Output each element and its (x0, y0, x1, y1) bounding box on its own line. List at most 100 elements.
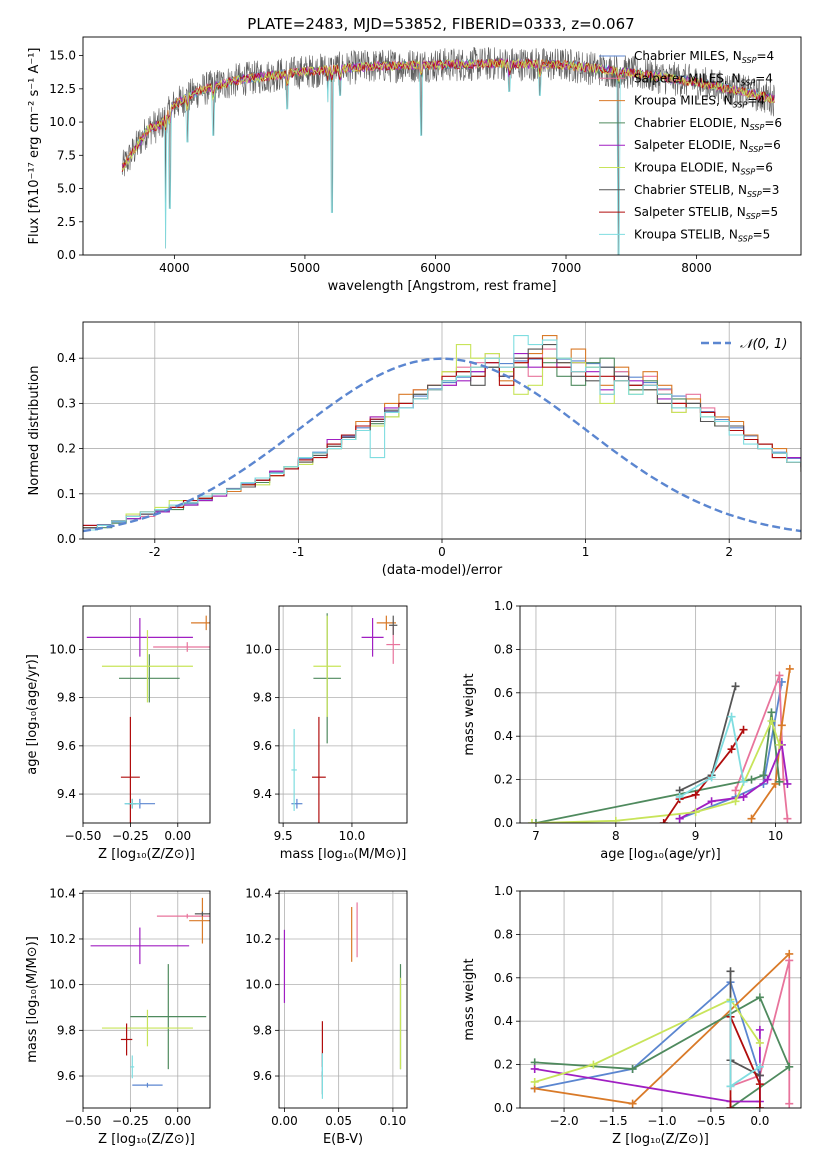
weight-marker (755, 1104, 764, 1108)
legend-label: Salpeter STELIB, N (634, 205, 746, 219)
weight-marker (747, 814, 756, 823)
legend-subscript: SSP (746, 212, 761, 221)
errorbar-point (389, 615, 398, 635)
y-tick-label: 9.6 (253, 1069, 272, 1083)
weight-marker (726, 967, 735, 976)
x-tick-label: −1.5 (598, 1114, 627, 1128)
y-tick-label: 2.5 (57, 215, 76, 229)
x-axis-label: mass [log₁₀(M/M⊙)] (280, 847, 407, 862)
weight-marker (777, 721, 786, 730)
weight-marker (755, 1038, 764, 1047)
x-tick-label: 0.00 (271, 1114, 298, 1128)
x-axis-label: E(B-V) (323, 1132, 363, 1147)
weight-marker (755, 1080, 764, 1089)
x-tick-label: 7000 (551, 261, 582, 275)
errorbar-point (156, 913, 210, 919)
weight-marker (755, 1025, 764, 1034)
x-tick-label: −2.0 (549, 1114, 578, 1128)
weight-marker (747, 775, 756, 784)
errorbar-point (101, 630, 193, 703)
x-tick-label: 4000 (159, 261, 190, 275)
x-tick-label: 0.00 (164, 1114, 191, 1128)
weight-line (679, 716, 745, 798)
y-tick-label: 9.6 (253, 739, 272, 753)
y-axis-label: age [log₁₀(age/yr)] (25, 654, 40, 775)
x-tick-label: 8 (612, 829, 620, 843)
weight-marker (628, 1099, 637, 1108)
weight-marker (707, 773, 716, 782)
x-tick-label: 0.00 (164, 829, 191, 843)
weight-marker (755, 1071, 764, 1080)
weight-line (534, 996, 791, 1108)
errorbar-point (101, 1009, 193, 1047)
spectrum-axes: 4000 5000 6000 7000 8000 0.0 2.5 5.0 7.5 10.0 12.5… (27, 48, 712, 295)
x-tick-label: 0.05 (325, 1114, 352, 1128)
x-axis-label: Z [log₁₀(Z/Z⊙)] (612, 1132, 709, 1147)
legend-tail: =6 (763, 138, 781, 152)
y-tick-label: 12.5 (49, 82, 76, 96)
x-tick-label: 10.0 (339, 829, 366, 843)
y-tick-label: 0.8 (494, 927, 513, 941)
massweight-vs-age-plot-area (527, 664, 794, 823)
weight-marker (691, 808, 700, 817)
weight-marker (731, 682, 740, 691)
mass-vs-EBV-axes: 0.00 0.05 0.10 9.6 9.8 10.0 10.2 10.4 E(B-V) (245, 886, 407, 1147)
errorbar-point (191, 615, 210, 631)
errorbar-point (189, 897, 210, 944)
mass-vs-EBV-plot-area (283, 902, 402, 1099)
legend-subscript: SSP (738, 234, 753, 243)
y-tick-label: 0.8 (494, 642, 513, 656)
spectrum-line (121, 58, 775, 172)
y-tick-label: 0.1 (57, 487, 76, 501)
weight-marker (755, 993, 764, 1002)
x-tick-label: −0.50 (65, 829, 102, 843)
age-vs-mass-axes: 9.5 10.0 9.4 9.6 9.8 10.0 mass [log₁₀(M/M⊙)] (245, 606, 407, 862)
weight-marker (628, 1064, 637, 1073)
x-axis-label: (data-model)/error (382, 563, 503, 578)
weight-marker (611, 816, 620, 823)
y-tick-label: 10.2 (245, 932, 272, 946)
weight-marker (726, 1104, 735, 1108)
weight-marker (589, 1060, 598, 1069)
weight-marker (531, 819, 540, 823)
errorbar-point (119, 654, 180, 703)
y-tick-label: 10.4 (245, 886, 272, 900)
weight-marker (739, 725, 748, 734)
legend-tail: =4 (756, 49, 774, 63)
axes-frame (82, 36, 802, 256)
x-tick-label: 0 (438, 545, 446, 559)
legend-entry: Kroupa MILES, NSSP=4 (634, 94, 765, 110)
errorbar-point (361, 618, 384, 657)
weight-marker (785, 949, 794, 958)
y-tick-label: 0.2 (494, 1058, 513, 1072)
weight-marker (775, 671, 784, 680)
x-tick-label: 2 (725, 545, 733, 559)
y-axis-label: Normed distribution (27, 366, 42, 496)
legend-subscript: SSP (733, 101, 748, 110)
y-axis-label: mass [log₁₀(M/M⊙)] (25, 936, 40, 1063)
x-tick-label: 9.5 (274, 829, 293, 843)
weight-marker (707, 797, 716, 806)
legend-entry: Salpeter STELIB, NSSP=5 (634, 205, 778, 221)
axes-frame (519, 890, 802, 1109)
x-tick-label: 6000 (420, 261, 451, 275)
legend-label: Kroupa STELIB, N (634, 227, 738, 241)
normal-curve (83, 357, 801, 533)
x-tick-label: −0.50 (65, 1114, 102, 1128)
legend-subscript: SSP (750, 123, 765, 132)
x-tick-label: 1 (582, 545, 590, 559)
weight-line (730, 960, 791, 1104)
weight-line (679, 681, 783, 820)
x-axis-label: age [log₁₀(age/yr)] (600, 847, 721, 862)
spectrum-title: PLATE=2483, MJD=53852, FIBERID=0333, z=0… (247, 15, 634, 33)
spectrum-plot-area (121, 46, 775, 255)
weight-marker (775, 740, 784, 749)
x-tick-label: -1 (292, 545, 304, 559)
weight-marker (530, 1064, 539, 1073)
legend-tail: =5 (753, 227, 771, 241)
y-tick-label: 9.8 (57, 1023, 76, 1037)
legend-tail: =6 (755, 161, 773, 175)
y-tick-label: 9.4 (253, 787, 272, 801)
weight-marker (785, 1062, 794, 1071)
